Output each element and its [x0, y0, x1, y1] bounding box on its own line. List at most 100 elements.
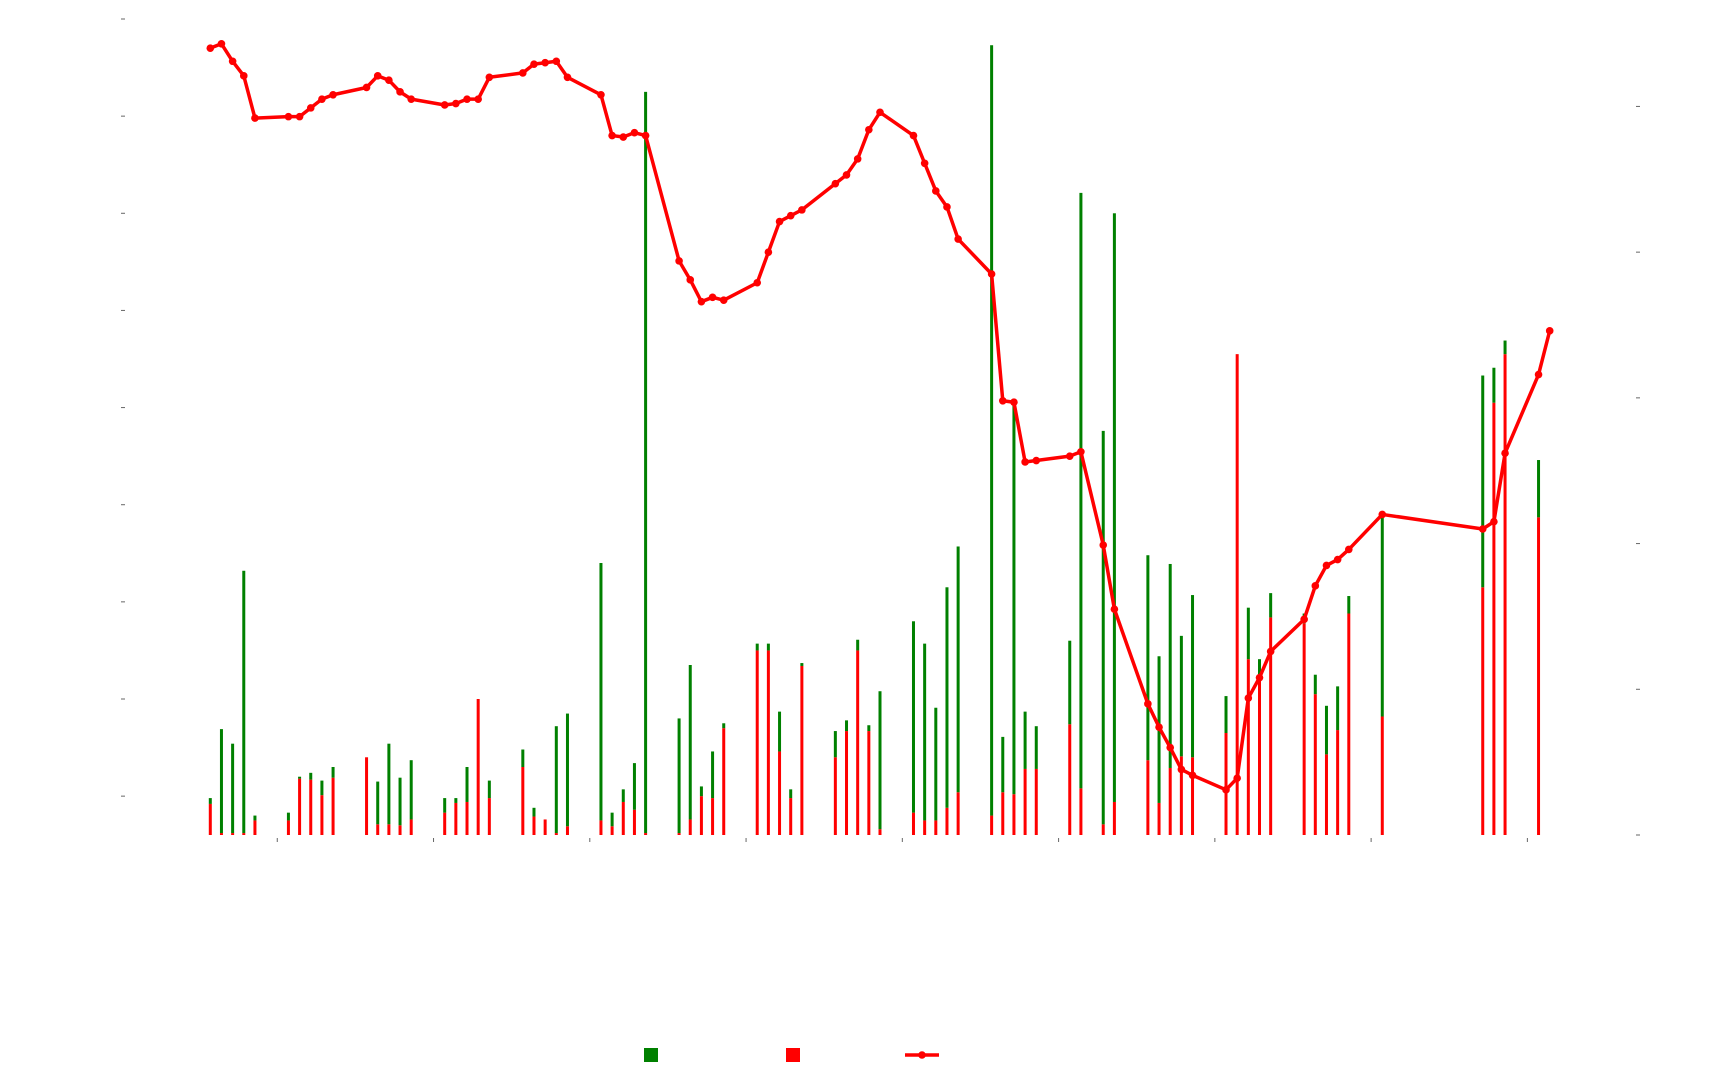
- bar-segment: [309, 779, 313, 835]
- bar-segment: [1313, 694, 1317, 835]
- legend-swatch: [644, 1048, 658, 1062]
- bar-segment: [1313, 674, 1317, 695]
- line-marker: [407, 95, 416, 103]
- bar-segment: [632, 763, 636, 810]
- bar-segment: [1023, 768, 1027, 835]
- bar-segment: [398, 825, 402, 835]
- bar-segment: [1079, 788, 1083, 835]
- line-marker: [1166, 743, 1175, 752]
- line-marker: [217, 39, 226, 48]
- line-marker: [541, 58, 549, 67]
- line-marker: [686, 276, 695, 284]
- bar-segment: [1168, 563, 1172, 768]
- line-marker: [697, 297, 706, 306]
- bar-segment: [800, 663, 804, 666]
- bar-segment: [911, 621, 915, 813]
- bar-segment: [934, 707, 938, 821]
- bar-segment: [253, 820, 257, 835]
- bar-segment: [1503, 354, 1507, 835]
- line-marker: [764, 248, 773, 256]
- line-marker: [943, 203, 951, 211]
- line-marker: [1032, 456, 1041, 465]
- bar-segment: [1068, 724, 1072, 835]
- line-marker: [987, 270, 996, 278]
- bar-segment: [454, 798, 458, 803]
- bar-segment: [778, 711, 782, 752]
- line-marker: [251, 114, 259, 122]
- line-marker: [440, 101, 449, 109]
- bar-segment: [487, 780, 491, 799]
- bar-segment: [376, 781, 380, 825]
- line-marker: [318, 95, 326, 103]
- bar-segment: [532, 807, 536, 817]
- bar-segment: [789, 789, 793, 799]
- bar-segment: [632, 809, 636, 835]
- legend-swatch: [786, 1048, 800, 1062]
- line-marker: [1333, 555, 1342, 564]
- bar-segment: [911, 812, 915, 835]
- bar-segment: [1001, 736, 1005, 793]
- line-marker: [519, 69, 527, 77]
- bar-segment: [1503, 340, 1507, 355]
- line-marker: [920, 159, 929, 168]
- line-marker: [563, 73, 572, 82]
- bar-segment: [923, 820, 927, 835]
- line-marker: [753, 278, 762, 287]
- bar-segment: [1380, 716, 1384, 835]
- bar-segment: [1179, 635, 1183, 757]
- bar-segment: [878, 691, 882, 830]
- line-marker: [1099, 541, 1108, 549]
- line-marker: [1144, 700, 1152, 708]
- bar-segment: [253, 815, 257, 821]
- bar-segment: [711, 798, 715, 835]
- line-marker: [1344, 545, 1353, 554]
- bar-segment: [845, 731, 849, 835]
- line-marker: [228, 57, 237, 66]
- bar-segment: [409, 760, 413, 820]
- line-marker: [552, 57, 561, 66]
- line-marker: [1534, 370, 1543, 379]
- bar-segment: [766, 643, 770, 651]
- bar-segment: [331, 767, 335, 778]
- line-marker: [798, 206, 806, 214]
- bar-segment: [990, 815, 994, 835]
- line-marker: [608, 131, 616, 140]
- line-marker: [597, 90, 605, 99]
- bar-segment: [677, 833, 681, 835]
- line-marker: [1311, 582, 1320, 590]
- bar-segment: [565, 713, 569, 827]
- bar-segment: [1336, 686, 1340, 731]
- bar-segment: [331, 777, 335, 835]
- bar-segment: [219, 729, 223, 834]
- line-marker: [329, 90, 337, 99]
- line-marker: [831, 179, 840, 188]
- bar-segment: [1324, 705, 1328, 755]
- bar-segment: [543, 819, 547, 835]
- bar-segment: [766, 650, 770, 835]
- bar-segment: [1001, 792, 1005, 835]
- line-marker: [1300, 615, 1308, 624]
- bar-segment: [1347, 613, 1351, 835]
- line-marker: [954, 235, 962, 243]
- line-marker: [786, 211, 795, 220]
- bar-segment: [1269, 617, 1273, 835]
- bar-segment: [1302, 623, 1306, 835]
- line-marker: [1010, 398, 1018, 407]
- bar-segment: [711, 751, 715, 799]
- bar-segment: [376, 824, 380, 835]
- line-marker: [775, 217, 784, 226]
- bar-segment: [945, 587, 949, 808]
- line-marker: [385, 76, 393, 84]
- bar-segment: [1034, 726, 1038, 769]
- bar-segment: [833, 731, 837, 758]
- line-marker: [909, 131, 918, 140]
- bar-segment: [945, 807, 949, 835]
- line-marker: [619, 133, 628, 141]
- bar-segment: [1079, 192, 1083, 789]
- bar-segment: [454, 802, 458, 835]
- line-marker: [474, 95, 482, 103]
- bar-segment: [1112, 213, 1116, 802]
- bar-segment: [1191, 595, 1195, 758]
- line-marker: [1177, 765, 1186, 774]
- line-marker: [1077, 447, 1085, 456]
